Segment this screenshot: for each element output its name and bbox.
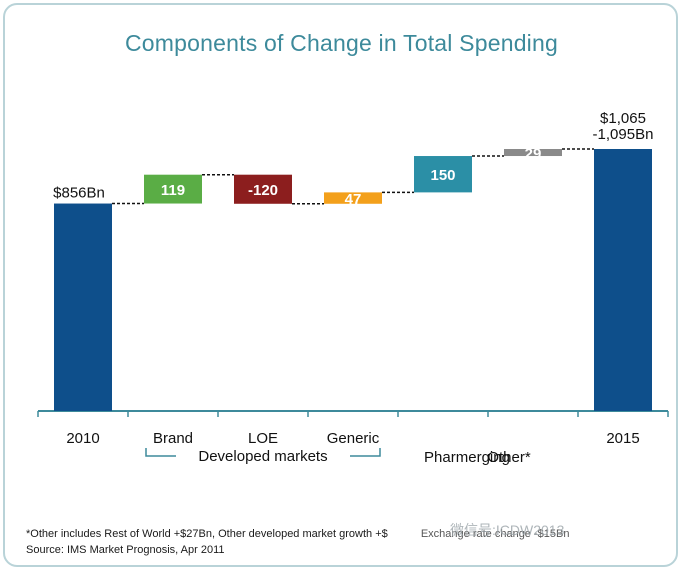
data-label: -1,095Bn (593, 126, 654, 143)
data-label: $856Bn (53, 185, 105, 202)
source-note: Source: IMS Market Prognosis, Apr 2011 (26, 544, 225, 556)
chart-title: Components of Change in Total Spending (125, 30, 558, 56)
group-label: Developed markets (198, 448, 327, 465)
group-bracket-right (350, 448, 381, 457)
x-tick-label: LOE (248, 430, 278, 447)
bar-other- (504, 149, 562, 157)
x-tick-label: Pharmerging (424, 449, 510, 466)
data-label: 29 (525, 146, 542, 163)
footnote-text: *Other includes Rest of World +$27Bn, Ot… (26, 528, 388, 540)
card-frame (3, 3, 678, 567)
data-label: 47 (345, 191, 362, 208)
x-tick-label: Generic (327, 430, 380, 447)
footnote: *Other includes Rest of World +$27Bn, Ot… (26, 528, 569, 540)
x-tick-label: Brand (153, 430, 193, 447)
watermark: 微信号:ICDW2013 (450, 522, 565, 538)
bar-generic (324, 192, 382, 204)
bar-2010 (54, 203, 112, 411)
data-label: 150 (430, 167, 455, 184)
x-tick-label: Other* (487, 449, 531, 466)
data-label: 119 (161, 182, 185, 199)
footnote-tail: Exchange rate change -$15Bn (420, 528, 570, 540)
waterfall-chart: $856Bn 119 -120 47 150 29 $1,065-1,095Bn 2010 Br… (37, 110, 669, 466)
data-label: -120 (248, 182, 278, 199)
x-tick-label: 2015 (606, 430, 639, 447)
bar-2015 (594, 149, 652, 411)
group-bracket-left (145, 448, 176, 457)
bar-brand (144, 174, 202, 204)
data-label: $1,065 (600, 110, 646, 127)
bar-pharmerging (414, 156, 472, 193)
bar-loe (234, 174, 292, 204)
x-tick-label: 2010 (66, 430, 99, 447)
